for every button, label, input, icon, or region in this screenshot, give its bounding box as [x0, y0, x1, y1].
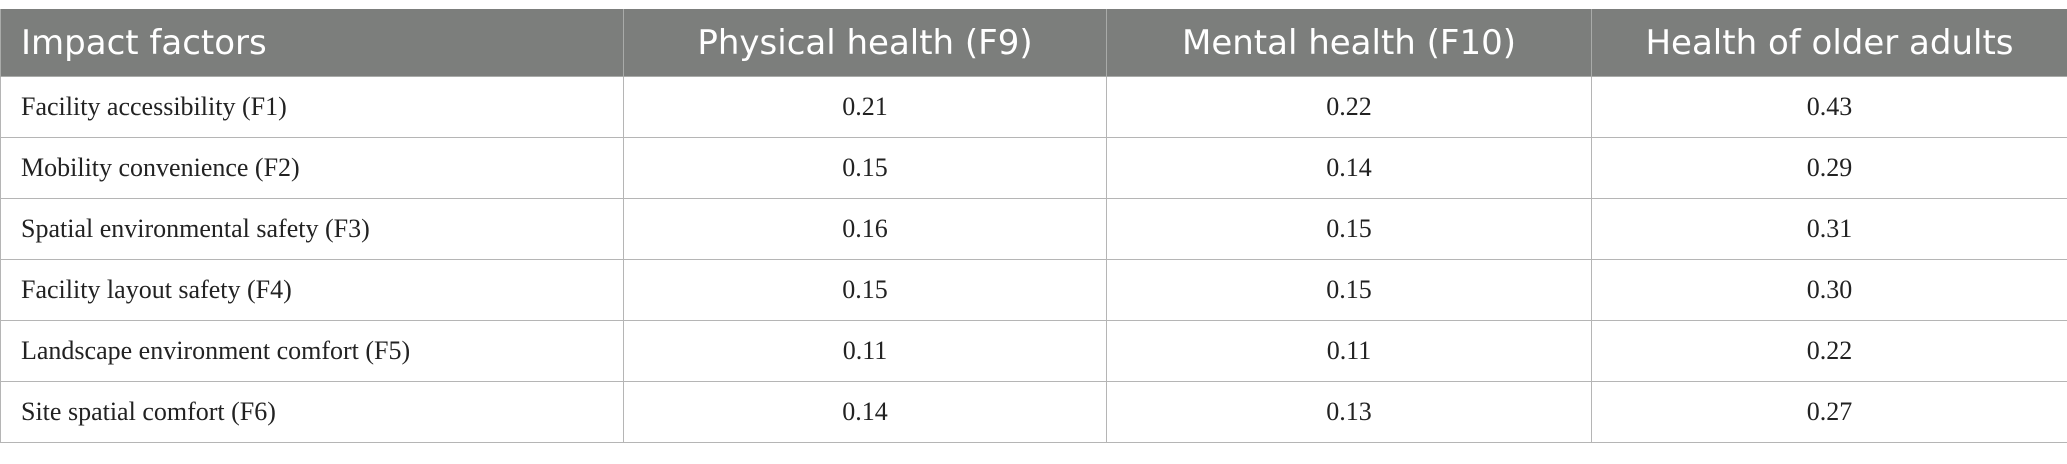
row-factor-label: Facility layout safety (F4) — [0, 259, 624, 321]
physical-health-value: 0.11 — [623, 320, 1107, 382]
impact-factors-table: Impact factors Physical health (F9) Ment… — [0, 9, 2067, 443]
row-factor-label: Landscape environment comfort (F5) — [0, 320, 624, 382]
physical-health-value: 0.21 — [623, 76, 1107, 138]
table-row: Landscape environment comfort (F5) 0.11 … — [0, 320, 2067, 382]
physical-health-value: 0.16 — [623, 198, 1107, 260]
physical-health-value: 0.15 — [623, 137, 1107, 199]
header-mental-health: Mental health (F10) — [1106, 9, 1592, 77]
mental-health-value: 0.14 — [1106, 137, 1592, 199]
physical-health-value: 0.14 — [623, 381, 1107, 443]
older-adults-health-value: 0.30 — [1591, 259, 2067, 321]
mental-health-value: 0.15 — [1106, 259, 1592, 321]
header-row: Impact factors Physical health (F9) Ment… — [0, 9, 2067, 77]
row-factor-label: Facility accessibility (F1) — [0, 76, 624, 138]
row-factor-label: Spatial environmental safety (F3) — [0, 198, 624, 260]
older-adults-health-value: 0.29 — [1591, 137, 2067, 199]
older-adults-health-value: 0.31 — [1591, 198, 2067, 260]
row-factor-label: Mobility convenience (F2) — [0, 137, 624, 199]
mental-health-value: 0.22 — [1106, 76, 1592, 138]
impact-factors-table-container: Impact factors Physical health (F9) Ment… — [0, 9, 2067, 443]
table-header: Impact factors Physical health (F9) Ment… — [0, 9, 2067, 77]
older-adults-health-value: 0.22 — [1591, 320, 2067, 382]
header-impact-factors: Impact factors — [0, 9, 624, 77]
table-body: Facility accessibility (F1) 0.21 0.22 0.… — [0, 76, 2067, 443]
table-row: Site spatial comfort (F6) 0.14 0.13 0.27 — [0, 381, 2067, 443]
header-health-older-adults: Health of older adults — [1591, 9, 2067, 77]
mental-health-value: 0.15 — [1106, 198, 1592, 260]
header-physical-health: Physical health (F9) — [623, 9, 1107, 77]
table-row: Mobility convenience (F2) 0.15 0.14 0.29 — [0, 137, 2067, 199]
older-adults-health-value: 0.27 — [1591, 381, 2067, 443]
older-adults-health-value: 0.43 — [1591, 76, 2067, 138]
table-row: Facility layout safety (F4) 0.15 0.15 0.… — [0, 259, 2067, 321]
physical-health-value: 0.15 — [623, 259, 1107, 321]
table-row: Facility accessibility (F1) 0.21 0.22 0.… — [0, 76, 2067, 138]
mental-health-value: 0.11 — [1106, 320, 1592, 382]
row-factor-label: Site spatial comfort (F6) — [0, 381, 624, 443]
mental-health-value: 0.13 — [1106, 381, 1592, 443]
table-row: Spatial environmental safety (F3) 0.16 0… — [0, 198, 2067, 260]
